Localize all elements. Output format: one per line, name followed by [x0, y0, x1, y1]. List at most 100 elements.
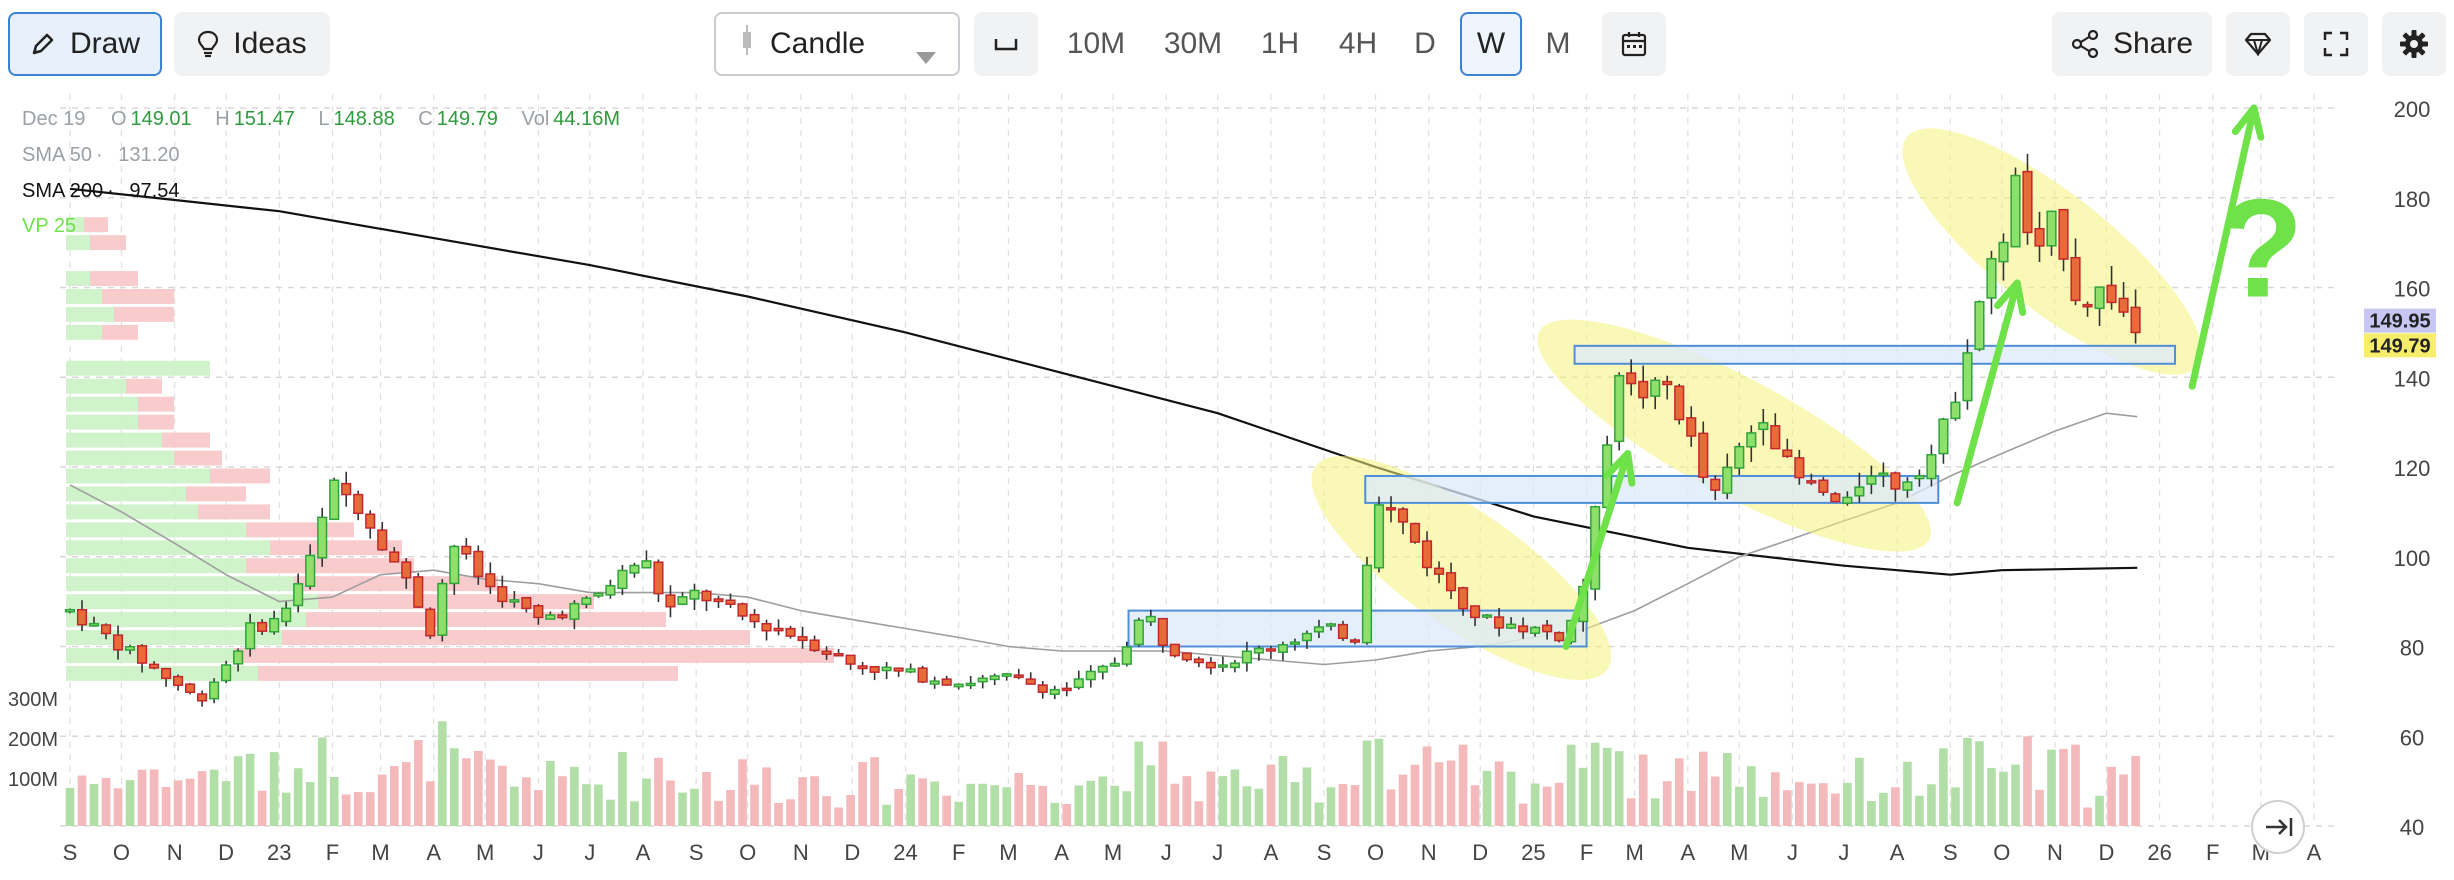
- candle: [269, 610, 280, 635]
- candle-body: [1289, 641, 1301, 645]
- x-tick-label: F: [326, 840, 339, 865]
- candle: [1782, 438, 1793, 458]
- candle-body: [557, 614, 568, 619]
- volume-profile-legend[interactable]: VP 25: [22, 215, 80, 238]
- range-selector-button[interactable]: [974, 12, 1038, 76]
- candle: [329, 477, 340, 521]
- volume-bar: [1314, 802, 1324, 826]
- candle: [1085, 665, 1096, 688]
- volume-bar: [1134, 741, 1144, 826]
- candle-body: [1710, 478, 1721, 491]
- timeframe-4h-button[interactable]: 4H: [1338, 27, 1378, 60]
- candle-body: [1409, 522, 1421, 543]
- scroll-to-latest-button[interactable]: [2251, 800, 2305, 854]
- candle-body: [485, 573, 496, 588]
- highlight-ellipse: [1537, 319, 1931, 552]
- candle-body: [1926, 453, 1937, 480]
- candle: [461, 538, 472, 560]
- timeframe-1h-button[interactable]: 1H: [1260, 27, 1300, 60]
- ideas-button[interactable]: Ideas: [174, 12, 330, 76]
- volume-profile-up-bar: [66, 217, 84, 233]
- volume-bar: [978, 783, 988, 826]
- candle-body: [2082, 303, 2093, 308]
- candle: [2058, 208, 2069, 272]
- volume-profile-down-bar: [102, 289, 174, 304]
- candle: [2070, 238, 2081, 306]
- candle-body: [749, 613, 760, 623]
- candle: [1614, 372, 1625, 451]
- x-tick-label: J: [1212, 840, 1223, 865]
- price-badge-lower: [2364, 333, 2436, 358]
- volume-bar: [1002, 787, 1012, 826]
- volume-bar: [606, 799, 615, 826]
- candle-body: [545, 614, 556, 620]
- candle: [1830, 491, 1841, 503]
- candle-body: [64, 609, 76, 613]
- gear-icon: [2399, 29, 2429, 59]
- premium-button[interactable]: [2226, 12, 2290, 76]
- support-zone: [1573, 344, 2177, 365]
- candle-body: [1626, 372, 1637, 385]
- settings-button[interactable]: [2382, 12, 2446, 76]
- candle-body: [1337, 623, 1349, 640]
- x-tick-label: M: [999, 840, 1017, 865]
- y-tick-label: 200: [2394, 97, 2431, 122]
- candle: [1746, 425, 1757, 462]
- volume-bar: [1602, 747, 1612, 826]
- volume-profile-up-bar: [66, 594, 318, 610]
- candle-body: [2010, 174, 2021, 248]
- x-tick-label: F: [1580, 840, 1593, 865]
- share-button[interactable]: Share: [2052, 12, 2212, 76]
- candle-body: [641, 560, 652, 569]
- candle: [605, 579, 616, 599]
- candle-body: [1662, 380, 1673, 386]
- candle: [305, 544, 316, 590]
- candle-body: [1650, 379, 1661, 397]
- price-chart[interactable]: 200 180 160 140 120 100 80 60 40 S O N D 23 F M A M J J A S O N…: [0, 92, 2454, 880]
- timeframe-10m-button[interactable]: 10M: [1066, 27, 1126, 60]
- volume-profile-down-bar: [138, 414, 174, 430]
- draw-button[interactable]: Draw: [8, 12, 162, 76]
- candle-body: [2046, 210, 2057, 247]
- candle: [1938, 417, 1949, 464]
- x-tick-label: J: [1838, 840, 1849, 865]
- volume-bar: [1110, 785, 1120, 826]
- x-tick-label: N: [167, 840, 183, 865]
- sma50-value: 131.20: [118, 144, 180, 166]
- volume-bar: [1242, 786, 1252, 826]
- candle: [701, 589, 712, 612]
- volume-profile-down-bar: [138, 396, 174, 412]
- timeframe-w-button[interactable]: W: [1460, 12, 1522, 76]
- x-tick-label: A: [2307, 840, 2322, 865]
- timeframe-m-button[interactable]: M: [1545, 27, 1571, 60]
- candle-body: [953, 683, 964, 688]
- candle-body: [857, 665, 868, 670]
- candle-body: [773, 627, 784, 632]
- volume-bar: [966, 783, 976, 826]
- candle-body: [305, 554, 316, 587]
- y-tick-label: 60: [2400, 725, 2424, 750]
- candle-body: [1746, 432, 1757, 448]
- volume-bar: [1506, 771, 1516, 826]
- x-tick-label: S: [63, 840, 78, 865]
- fullscreen-button[interactable]: [2304, 12, 2368, 76]
- volume-bar: [233, 756, 243, 826]
- timeframe-d-button[interactable]: D: [1414, 27, 1436, 60]
- chart-type-select[interactable]: Candle: [714, 12, 960, 76]
- sma200-legend[interactable]: SMA 200 · 97.54: [22, 180, 180, 202]
- candle: [88, 616, 100, 627]
- candle-body: [533, 605, 544, 619]
- candle-body: [1061, 687, 1072, 692]
- candle-body: [461, 545, 472, 555]
- x-tick-label: D: [1472, 840, 1488, 865]
- candle: [857, 661, 868, 675]
- candle: [112, 625, 124, 660]
- candle: [1674, 383, 1685, 425]
- sma50-legend[interactable]: SMA 50 · 131.20: [22, 144, 180, 166]
- candle: [845, 654, 856, 670]
- candle-body: [1145, 615, 1156, 623]
- volume-bar: [498, 765, 507, 826]
- timeframe-30m-button[interactable]: 30M: [1163, 27, 1223, 60]
- calendar-button[interactable]: [1602, 12, 1666, 76]
- candle-body: [617, 569, 628, 590]
